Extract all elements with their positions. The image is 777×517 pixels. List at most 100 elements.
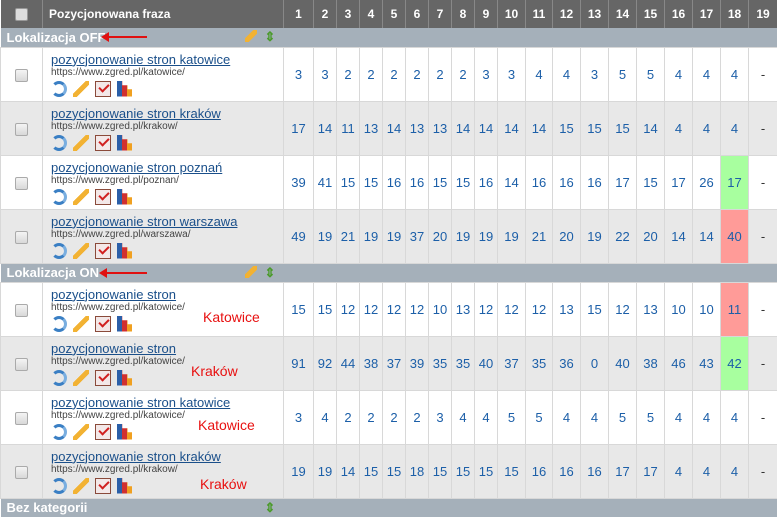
- position-cell: 3: [498, 47, 526, 101]
- day-column-header[interactable]: 1: [284, 0, 314, 28]
- bar-chart-icon[interactable]: [117, 478, 133, 494]
- refresh-icon[interactable]: [51, 478, 67, 494]
- phrase-link[interactable]: pozycjonowanie stron warszawa: [51, 215, 283, 229]
- refresh-icon[interactable]: [51, 189, 67, 205]
- checklist-icon[interactable]: [95, 478, 111, 494]
- group-header[interactable]: Bez kategorii⇕: [1, 498, 777, 517]
- position-cell: 19: [284, 444, 314, 498]
- refresh-icon[interactable]: [51, 316, 67, 332]
- bar-chart-icon[interactable]: [117, 243, 133, 259]
- bar-chart-icon[interactable]: [117, 135, 133, 151]
- position-cell: 4: [665, 444, 693, 498]
- day-column-header[interactable]: 18: [721, 0, 749, 28]
- position-cell: 16: [526, 155, 553, 209]
- row-checkbox[interactable]: [15, 69, 28, 82]
- phrase-link[interactable]: pozycjonowanie stron poznań: [51, 161, 283, 175]
- row-checkbox[interactable]: [15, 466, 28, 479]
- phrase-link[interactable]: pozycjonowanie stron katowice: [51, 53, 283, 67]
- checkbox-cell: [1, 101, 43, 155]
- edit-pencil-icon[interactable]: [73, 478, 89, 494]
- day-column-header[interactable]: 14: [609, 0, 637, 28]
- bar-chart-icon[interactable]: [117, 370, 133, 386]
- day-column-header[interactable]: 10: [498, 0, 526, 28]
- edit-pencil-icon[interactable]: [73, 243, 89, 259]
- refresh-icon[interactable]: [51, 370, 67, 386]
- group-header[interactable]: Lokalizacja OFF⇕: [1, 28, 777, 47]
- checklist-icon[interactable]: [95, 243, 111, 259]
- checklist-icon[interactable]: [95, 81, 111, 97]
- position-cell: 16: [526, 444, 553, 498]
- day-column-header[interactable]: 16: [665, 0, 693, 28]
- day-column-header[interactable]: 7: [429, 0, 452, 28]
- refresh-icon[interactable]: [51, 424, 67, 440]
- day-column-header[interactable]: 17: [693, 0, 721, 28]
- position-cell: 17: [721, 155, 749, 209]
- day-column-header[interactable]: 3: [337, 0, 360, 28]
- checklist-icon[interactable]: [95, 370, 111, 386]
- select-all-checkbox[interactable]: [15, 8, 28, 21]
- position-cell: 26: [693, 155, 721, 209]
- day-column-header[interactable]: 15: [637, 0, 665, 28]
- position-cell: 0: [581, 336, 609, 390]
- sort-arrows-icon[interactable]: ⇕: [265, 266, 273, 280]
- sort-arrows-icon[interactable]: ⇕: [265, 30, 273, 44]
- refresh-icon[interactable]: [51, 135, 67, 151]
- day-column-header[interactable]: 2: [314, 0, 337, 28]
- day-column-header[interactable]: 6: [406, 0, 429, 28]
- phrase-column-header[interactable]: Pozycjonowana fraza: [43, 0, 284, 28]
- edit-pencil-icon[interactable]: [73, 370, 89, 386]
- checklist-icon[interactable]: [95, 189, 111, 205]
- edit-pencil-icon[interactable]: [73, 81, 89, 97]
- phrase-link[interactable]: pozycjonowanie stron katowice: [51, 396, 283, 410]
- position-cell: 3: [581, 47, 609, 101]
- day-column-header[interactable]: 13: [581, 0, 609, 28]
- edit-pencil-icon[interactable]: [73, 424, 89, 440]
- checklist-icon[interactable]: [95, 424, 111, 440]
- edit-pencil-icon[interactable]: [73, 316, 89, 332]
- day-column-header[interactable]: 8: [452, 0, 475, 28]
- day-column-header[interactable]: 4: [360, 0, 383, 28]
- position-cell: 16: [553, 155, 581, 209]
- row-checkbox[interactable]: [15, 412, 28, 425]
- edit-group-icon[interactable]: [245, 30, 257, 42]
- position-cell: 5: [498, 390, 526, 444]
- position-cell: 13: [553, 282, 581, 336]
- day-column-header[interactable]: 11: [526, 0, 553, 28]
- red-arrow-annotation: [107, 36, 147, 38]
- checklist-icon[interactable]: [95, 135, 111, 151]
- position-cell: 35: [452, 336, 475, 390]
- position-cell: 16: [383, 155, 406, 209]
- phrase-link[interactable]: pozycjonowanie stron kraków: [51, 450, 283, 464]
- bar-chart-icon[interactable]: [117, 81, 133, 97]
- position-cell: 10: [429, 282, 452, 336]
- phrase-link[interactable]: pozycjonowanie stron: [51, 342, 283, 356]
- refresh-icon[interactable]: [51, 81, 67, 97]
- edit-pencil-icon[interactable]: [73, 189, 89, 205]
- day-column-header[interactable]: 19: [749, 0, 777, 28]
- position-cell: 19: [581, 209, 609, 263]
- bar-chart-icon[interactable]: [117, 424, 133, 440]
- sort-arrows-icon[interactable]: ⇕: [265, 501, 273, 515]
- day-column-header[interactable]: 12: [553, 0, 581, 28]
- checklist-icon[interactable]: [95, 316, 111, 332]
- position-cell: 2: [383, 390, 406, 444]
- position-cell: 15: [337, 155, 360, 209]
- select-all-header[interactable]: [1, 0, 43, 28]
- row-checkbox[interactable]: [15, 177, 28, 190]
- edit-pencil-icon[interactable]: [73, 135, 89, 151]
- refresh-icon[interactable]: [51, 243, 67, 259]
- row-checkbox[interactable]: [15, 304, 28, 317]
- row-checkbox[interactable]: [15, 231, 28, 244]
- row-checkbox[interactable]: [15, 123, 28, 136]
- day-column-header[interactable]: 5: [383, 0, 406, 28]
- bar-chart-icon[interactable]: [117, 316, 133, 332]
- phrase-url: https://www.zgred.pl/katowice/: [51, 356, 283, 367]
- edit-group-icon[interactable]: [245, 266, 257, 278]
- phrase-link[interactable]: pozycjonowanie stron kraków: [51, 107, 283, 121]
- row-checkbox[interactable]: [15, 358, 28, 371]
- phrase-link[interactable]: pozycjonowanie stron: [51, 288, 283, 302]
- day-column-header[interactable]: 9: [475, 0, 498, 28]
- bar-chart-icon[interactable]: [117, 189, 133, 205]
- group-header[interactable]: Lokalizacja ON⇕: [1, 263, 777, 282]
- position-cell: 16: [581, 444, 609, 498]
